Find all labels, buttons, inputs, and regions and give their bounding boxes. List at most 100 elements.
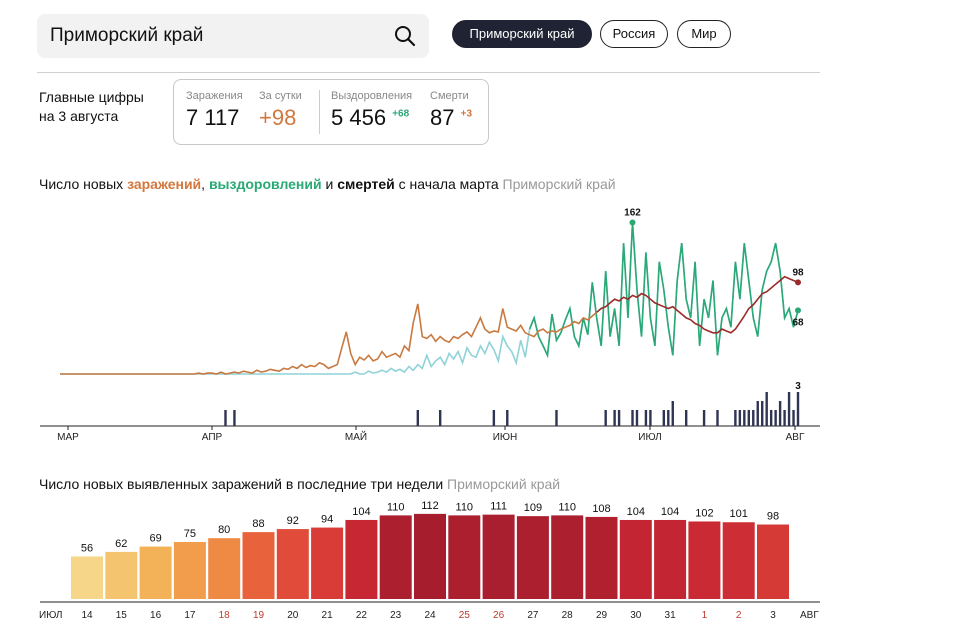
recoveries-label: Выздоровления [331, 90, 413, 102]
death-bar [617, 410, 621, 426]
bar-value-label: 62 [115, 538, 127, 550]
bar [173, 542, 206, 599]
day-label: 28 [562, 610, 574, 621]
bar-value-label: 56 [81, 542, 93, 554]
tab-world[interactable]: Мир [677, 20, 731, 48]
day-label: 31 [665, 610, 677, 621]
bar [516, 516, 549, 599]
bar-value-label: 109 [524, 502, 542, 514]
bar-value-label: 102 [695, 507, 713, 519]
month-label: МАЙ [345, 430, 367, 443]
key-figures-title-line1: Главные цифры [39, 89, 144, 105]
tab-russia[interactable]: Россия [600, 20, 668, 48]
search-icon[interactable] [394, 25, 416, 47]
bar [71, 556, 103, 599]
chart1-title-infections: заражений [127, 176, 202, 192]
chart1-title: Число новых заражений, выздоровлений и с… [39, 176, 616, 192]
death-bar [416, 410, 420, 426]
chart1-title-recoveries: выздоровлений [208, 176, 322, 192]
day-label: 20 [287, 610, 299, 621]
death-bar [224, 410, 227, 426]
infections-end-label: 98 [792, 267, 804, 278]
day-label: 1 [702, 610, 708, 621]
bar [448, 515, 481, 599]
bar [654, 519, 687, 599]
bar-value-label: 69 [149, 533, 161, 545]
deaths-stat: Смерти 87 +3 [430, 90, 472, 131]
month-label: МАР [57, 432, 79, 443]
bar [208, 538, 241, 599]
deaths-end-label: 3 [795, 381, 801, 392]
bar [551, 515, 584, 599]
bar-value-label: 104 [352, 506, 370, 518]
per-day-label: За сутки [259, 90, 302, 102]
death-bar [756, 401, 759, 426]
bar [619, 519, 652, 599]
death-bar [631, 410, 634, 426]
chart1-title-deaths: смертей [337, 176, 395, 192]
line-chart: 162 98 68 3 МАР АПР МАЙ ИЮН ИЮЛ АВГ [40, 207, 820, 443]
day-label: 29 [596, 610, 608, 621]
deaths-delta: +3 [460, 108, 473, 120]
bar-value-label: 101 [730, 508, 748, 520]
bar-value-label: 110 [456, 501, 474, 513]
death-bar [787, 392, 791, 426]
key-figures-date: на 3 августа [39, 108, 119, 124]
death-bar [635, 410, 639, 426]
recoveries-stat: Выздоровления 5 456 +68 [331, 90, 412, 131]
day-label: 27 [527, 610, 539, 621]
tab-primorsky[interactable]: Приморский край [452, 20, 592, 48]
key-figures-title: Главные цифры на 3 августа [39, 88, 144, 126]
day-label: 24 [424, 610, 436, 621]
day-label: 30 [630, 610, 642, 621]
bar-chart: 5614621569167517801888199220942110422110… [39, 500, 820, 621]
key-figures-separator [319, 90, 320, 134]
day-label: 19 [253, 610, 265, 621]
search-input[interactable]: Приморский край [50, 25, 204, 46]
death-bar [778, 401, 782, 426]
infections-end-dot [795, 279, 801, 286]
bar-value-label: 98 [767, 511, 779, 523]
death-bar [796, 392, 800, 426]
infections-stat: Заражения 7 117 [186, 90, 243, 131]
death-bar [671, 401, 674, 426]
death-bar [747, 410, 750, 426]
recoveries-peak-dot [629, 219, 636, 226]
bar [379, 515, 412, 599]
month-start-label: ИЮЛ [39, 610, 62, 621]
death-bar [492, 410, 496, 426]
bar-value-label: 75 [184, 528, 196, 540]
infections-line [60, 303, 598, 375]
recoveries-end-label: 68 [792, 317, 804, 328]
death-bar [769, 410, 773, 426]
deaths-label: Смерти [430, 90, 469, 102]
death-bar [613, 410, 616, 426]
death-bar [783, 410, 786, 426]
day-label: 16 [150, 610, 162, 621]
recoveries-delta: +68 [392, 108, 410, 120]
chart1-title-comma: , [201, 176, 209, 192]
infections-label: Заражения [186, 90, 243, 102]
recoveries-value: 5 456 [331, 105, 387, 130]
death-bar [667, 410, 670, 426]
day-label: 22 [356, 610, 368, 621]
month-end-label: АВГ [800, 610, 819, 621]
death-bar [649, 410, 652, 426]
day-label: 17 [184, 610, 196, 621]
bar [757, 524, 789, 599]
month-label: АПР [202, 432, 223, 443]
bar-value-label: 104 [661, 506, 679, 518]
recoveries-line-light [60, 222, 799, 375]
chart2-title-region: Приморский край [447, 476, 561, 492]
month-label: АВГ [786, 432, 805, 443]
bar [688, 521, 721, 599]
bar [242, 532, 275, 599]
death-bar [662, 410, 666, 426]
day-label: 25 [459, 610, 471, 621]
search-box[interactable]: Приморский край [37, 14, 429, 58]
death-bar [761, 401, 764, 426]
bar [585, 516, 618, 599]
bar [482, 514, 515, 599]
death-bar [702, 410, 706, 426]
chart2-title: Число новых выявленных заражений в после… [39, 476, 560, 492]
